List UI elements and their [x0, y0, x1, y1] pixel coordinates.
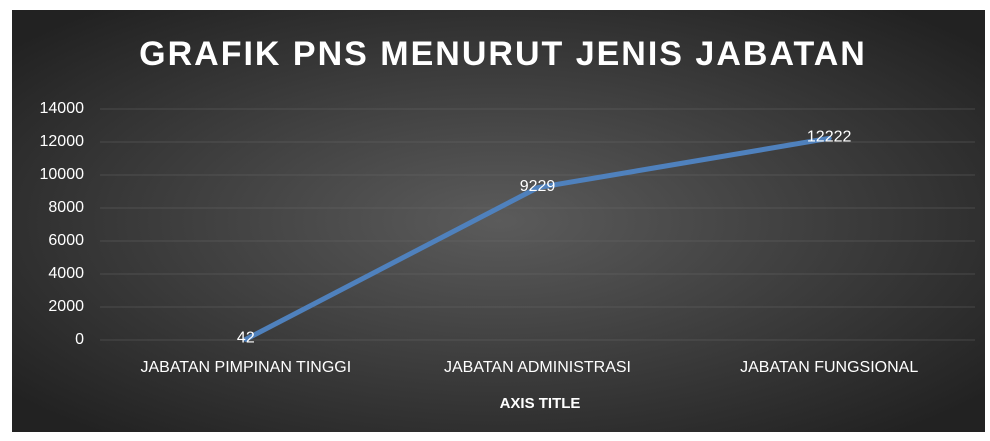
y-tick-label: 8000: [48, 199, 84, 216]
x-tick-label: JABATAN FUNGSIONAL: [740, 359, 918, 376]
x-tick-label: JABATAN PIMPINAN TINGGI: [140, 359, 351, 376]
data-label: 9229: [520, 178, 556, 195]
y-tick-label: 2000: [48, 298, 84, 315]
y-tick-label: 0: [75, 331, 84, 348]
x-tick-label: JABATAN ADMINISTRASI: [444, 359, 631, 376]
y-tick-label: 10000: [40, 166, 85, 183]
y-tick-label: 4000: [48, 265, 84, 282]
y-tick-label: 12000: [40, 133, 85, 150]
y-tick-label: 6000: [48, 232, 84, 249]
chart-background: [12, 10, 985, 432]
data-label: 42: [237, 330, 255, 347]
chart-title: GRAFIK PNS MENURUT JENIS JABATAN: [139, 35, 867, 73]
y-tick-label: 14000: [40, 100, 85, 117]
line: [243, 135, 832, 342]
data-label: 12222: [807, 129, 852, 146]
x-axis-title: AXIS TITLE: [500, 395, 581, 412]
